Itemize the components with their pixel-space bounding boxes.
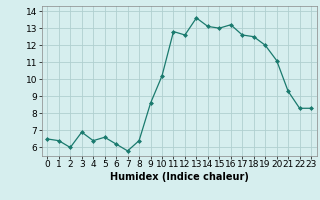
X-axis label: Humidex (Indice chaleur): Humidex (Indice chaleur)	[110, 172, 249, 182]
